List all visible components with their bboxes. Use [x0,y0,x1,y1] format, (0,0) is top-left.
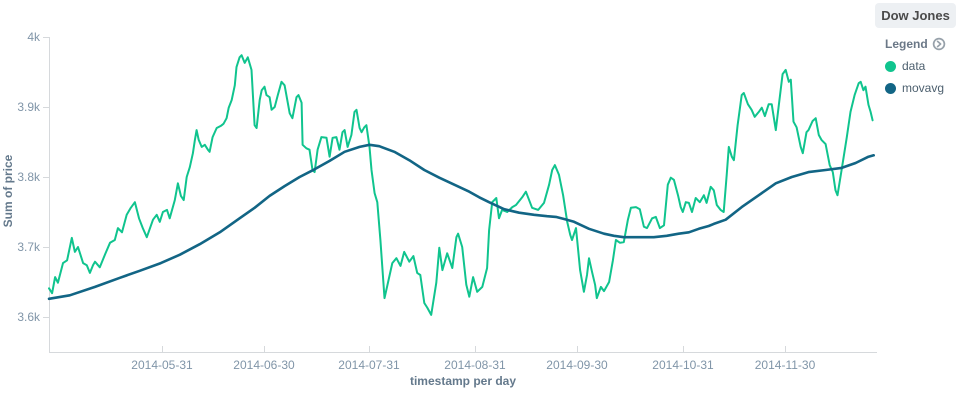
x-tick-label: 2014-08-31 [444,358,506,372]
y-axis-title: Sum of price [1,154,15,227]
legend-panel: Dow Jones Legend data movavg [875,3,956,95]
y-tick-label: 4k [27,30,41,44]
legend-item-label: movavg [902,81,945,95]
legend-header-label: Legend [885,37,928,51]
y-tick-label: 3.6k [17,310,41,324]
y-tick-label: 3.8k [17,170,41,184]
x-axis-title: timestamp per day [410,374,516,388]
x-tick-label: 2014-09-30 [546,358,608,372]
legend-item-data[interactable]: data [885,59,956,73]
y-tick-label: 3.7k [17,240,41,254]
y-tick-label: 3.9k [17,100,41,114]
legend-header: Legend [885,37,956,51]
legend-item-label: data [902,59,926,73]
legend-item-movavg[interactable]: movavg [885,81,956,95]
circle-chevron-right-icon[interactable] [932,37,946,51]
x-tick-label: 2014-06-30 [233,358,295,372]
data-series-line [48,54,874,316]
movavg-series-dot-icon [885,82,896,94]
x-tick-label: 2014-11-30 [755,358,816,372]
data-series-dot-icon [885,60,896,72]
x-tick-label: 2014-07-31 [338,358,400,372]
movavg-series-line [47,143,875,301]
x-tick-label: 2014-10-31 [652,358,714,372]
x-tick-label: 2014-05-31 [131,358,193,372]
panel-title: Dow Jones [875,3,956,28]
